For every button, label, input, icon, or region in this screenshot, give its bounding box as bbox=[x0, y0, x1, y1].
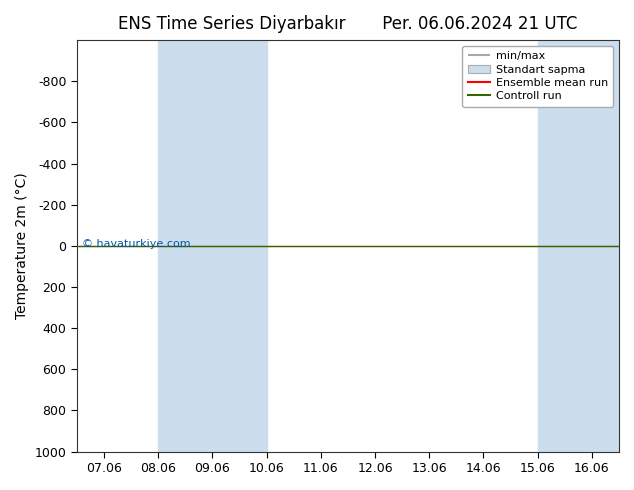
Bar bbox=[212, 40, 267, 452]
Bar bbox=[538, 40, 592, 452]
Text: © havaturkiye.com: © havaturkiye.com bbox=[82, 239, 191, 249]
Bar bbox=[592, 40, 619, 452]
Y-axis label: Temperature 2m (°C): Temperature 2m (°C) bbox=[15, 172, 29, 319]
Legend: min/max, Standart sapma, Ensemble mean run, Controll run: min/max, Standart sapma, Ensemble mean r… bbox=[462, 46, 614, 107]
Title: ENS Time Series Diyarbakır       Per. 06.06.2024 21 UTC: ENS Time Series Diyarbakır Per. 06.06.20… bbox=[118, 15, 578, 33]
Bar bbox=[158, 40, 212, 452]
